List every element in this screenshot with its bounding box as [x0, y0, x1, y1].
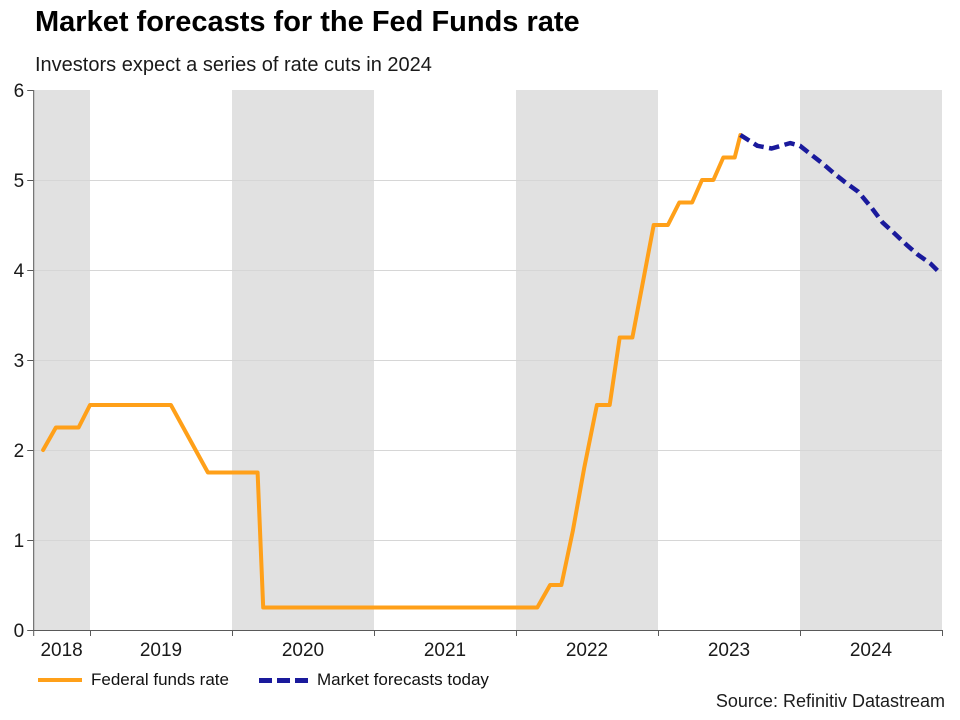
legend-label-federal-funds-rate: Federal funds rate — [91, 670, 229, 689]
x-axis-label: 2023 — [708, 640, 750, 661]
chart-title: Market forecasts for the Fed Funds rate — [35, 6, 580, 38]
y-axis-label: 1 — [14, 531, 25, 552]
y-axis-label: 6 — [14, 81, 25, 102]
legend-swatch-solid-line — [38, 678, 82, 682]
x-axis-label: 2021 — [424, 640, 466, 661]
y-axis-label: 4 — [14, 261, 25, 282]
y-axis-label: 2 — [14, 441, 25, 462]
x-axis-label: 2022 — [566, 640, 608, 661]
legend-item-market-forecasts: Market forecasts today — [258, 670, 489, 690]
x-axis-label: 2024 — [850, 640, 893, 661]
y-axis-label: 0 — [14, 621, 25, 642]
x-axis-label: 2019 — [140, 640, 182, 661]
y-axis-label: 5 — [14, 171, 25, 192]
x-axis-label: 2020 — [282, 640, 324, 661]
series-line-federal-funds-rate — [41, 133, 743, 610]
legend-item-federal-funds-rate: Federal funds rate — [38, 670, 229, 690]
x-axis-label: 2018 — [40, 640, 82, 661]
series-line-market-forecasts-today — [739, 133, 943, 276]
source-credit: Source: Refinitiv Datastream — [715, 691, 945, 711]
legend-label-market-forecasts: Market forecasts today — [316, 670, 489, 689]
chart-subtitle: Investors expect a series of rate cuts i… — [35, 54, 432, 76]
chart-legend: Federal funds rate Market forecasts toda… — [38, 668, 489, 692]
legend-swatch-dashed-line — [258, 677, 308, 683]
y-axis-label: 3 — [14, 351, 25, 372]
